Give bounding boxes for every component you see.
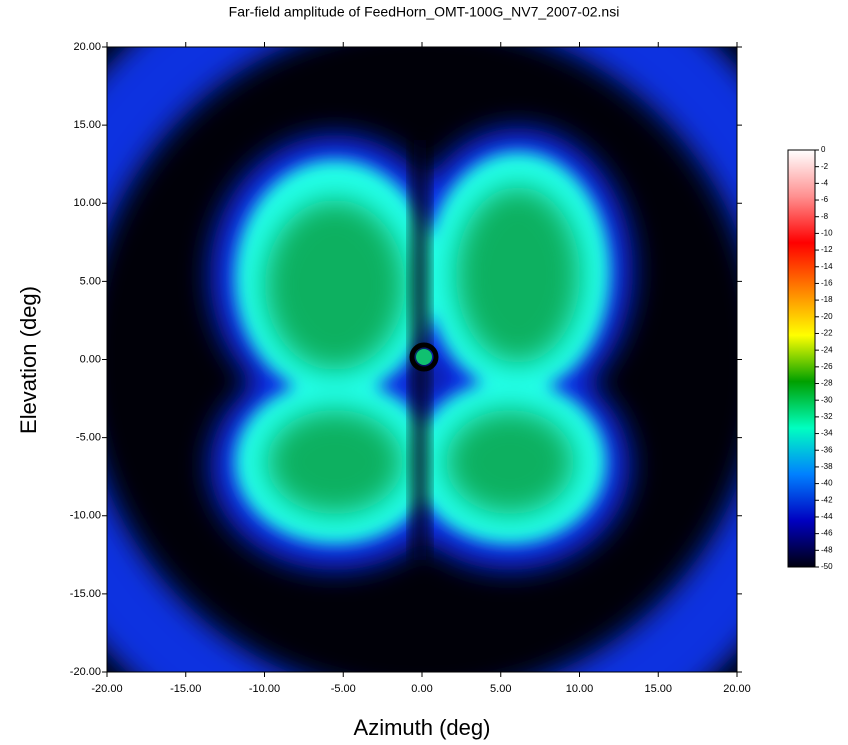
colorbar-tick-label: -6 xyxy=(821,195,829,204)
colorbar-tick-label: -36 xyxy=(821,445,833,454)
heatmap-field xyxy=(107,47,737,672)
colorbar-tick-label: -10 xyxy=(821,229,833,238)
y-tick-label: -20.00 xyxy=(70,666,101,678)
x-tick-label: -20.00 xyxy=(91,683,122,695)
colorbar-tick-label: -16 xyxy=(821,279,833,288)
chart-title: Far-field amplitude of FeedHorn_OMT-100G… xyxy=(229,4,620,20)
x-tick-label: 20.00 xyxy=(723,683,751,695)
colorbar-tick-label: -18 xyxy=(821,295,833,304)
y-tick-label: -5.00 xyxy=(76,432,101,444)
colorbar-tick-label: -28 xyxy=(821,379,833,388)
colorbar-tick-label: -38 xyxy=(821,462,833,471)
y-tick-label: 5.00 xyxy=(80,275,101,287)
y-tick-label: -15.00 xyxy=(70,588,101,600)
x-tick-label: 0.00 xyxy=(411,683,432,695)
colorbar-tick-label: -24 xyxy=(821,345,833,354)
colorbar-tick-label: -42 xyxy=(821,495,833,504)
y-tick-label: 10.00 xyxy=(73,197,101,209)
colorbar-tick-label: 0 xyxy=(821,145,826,154)
y-axis-label: Elevation (deg) xyxy=(16,286,41,434)
colorbar-tick-label: -50 xyxy=(821,562,833,571)
x-tick-label: 10.00 xyxy=(566,683,594,695)
y-tick-label: 20.00 xyxy=(73,41,101,53)
x-tick-label: -5.00 xyxy=(331,683,356,695)
colorbar-tick-label: -30 xyxy=(821,395,833,404)
y-tick-label: 0.00 xyxy=(80,353,101,365)
colorbar-tick-label: -20 xyxy=(821,312,833,321)
colorbar-tick-label: -26 xyxy=(821,362,833,371)
x-tick-label: 5.00 xyxy=(490,683,511,695)
colorbar-tick-label: -4 xyxy=(821,178,829,187)
colorbar-tick-label: -2 xyxy=(821,162,829,171)
colorbar-tick-label: -14 xyxy=(821,262,833,271)
y-tick-label: 15.00 xyxy=(73,119,101,131)
colorbar-tick-label: -46 xyxy=(821,529,833,538)
colorbar-tick-label: -40 xyxy=(821,479,833,488)
colorbar-tick-label: -34 xyxy=(821,429,833,438)
x-axis-label: Azimuth (deg) xyxy=(354,715,491,740)
x-tick-label: -15.00 xyxy=(170,683,201,695)
y-tick-label: -10.00 xyxy=(70,510,101,522)
colorbar-tick-label: -32 xyxy=(821,412,833,421)
colorbar-tick-label: -8 xyxy=(821,212,829,221)
x-tick-label: 15.00 xyxy=(644,683,672,695)
x-tick-label: -10.00 xyxy=(249,683,280,695)
colorbar xyxy=(787,149,816,568)
colorbar-tick-label: -12 xyxy=(821,245,833,254)
colorbar-tick-label: -44 xyxy=(821,512,833,521)
colorbar-tick-label: -22 xyxy=(821,329,833,338)
colorbar-tick-label: -48 xyxy=(821,545,833,554)
